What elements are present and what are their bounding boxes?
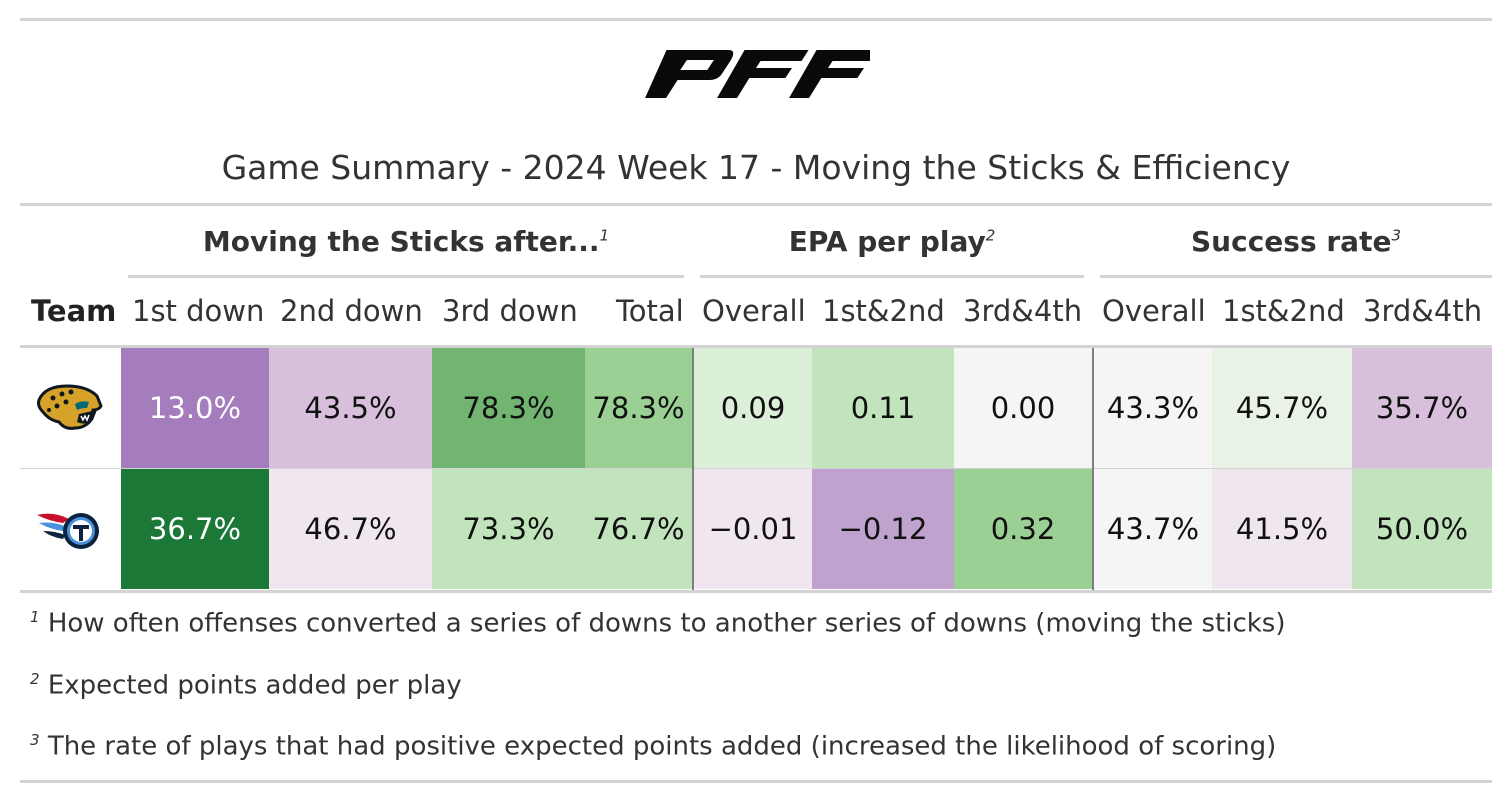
- team-cell: [20, 348, 120, 468]
- column-header: 3rd&4th: [963, 294, 1083, 328]
- column-header: 1st&2nd: [822, 294, 945, 328]
- table-cell: 43.5%: [269, 348, 432, 468]
- spanner-success-rate: Success rate3: [1100, 225, 1492, 258]
- table-title: Game Summary - 2024 Week 17 - Moving the…: [221, 148, 1291, 187]
- titans-logo-icon: [37, 513, 99, 549]
- column-header: Overall: [702, 294, 806, 328]
- footnote-text: The rate of plays that had positive expe…: [47, 731, 1277, 762]
- table-cell: 73.3%: [432, 469, 585, 589]
- column-header: 1st&2nd: [1222, 294, 1345, 328]
- footnote: 1 How often offenses converted a series …: [30, 608, 1285, 639]
- footnote-mark: 2: [985, 226, 996, 245]
- group-separator: [692, 348, 694, 590]
- spanner-moving-sticks: Moving the Sticks after...1: [128, 225, 684, 258]
- footnote-text: Expected points added per play: [47, 670, 462, 701]
- body-bottom-rule: [20, 590, 1492, 593]
- header-rule: [20, 345, 1492, 348]
- footnote-mark: 3: [1391, 226, 1401, 245]
- pff-logo-mark: [645, 50, 881, 98]
- table-cell: 78.3%: [585, 348, 692, 468]
- column-header: 2nd down: [280, 294, 423, 328]
- table-cell: 0.09: [694, 348, 812, 468]
- table-cell: −0.12: [812, 469, 954, 589]
- table-cell: 43.3%: [1094, 348, 1212, 468]
- team-cell: [20, 469, 120, 589]
- title-rule: [20, 203, 1492, 206]
- group-separator: [1092, 348, 1094, 590]
- table-cell: 41.5%: [1212, 469, 1352, 589]
- footnote-mark: 1: [30, 608, 40, 626]
- table-cell: −0.01: [694, 469, 812, 589]
- footnote: 2 Expected points added per play: [30, 670, 462, 701]
- column-header-team: Team: [31, 294, 117, 328]
- footnote-mark: 2: [30, 670, 40, 688]
- column-header: Total: [616, 294, 684, 328]
- jaguars-logo-icon: [37, 384, 103, 430]
- column-header: 3rd down: [442, 294, 578, 328]
- table-cell: 46.7%: [269, 469, 432, 589]
- table-cell: 35.7%: [1352, 348, 1492, 468]
- table-cell: 36.7%: [121, 469, 269, 589]
- table-cell: 43.7%: [1094, 469, 1212, 589]
- footnote: 3 The rate of plays that had positive ex…: [30, 731, 1276, 762]
- spanner-label: Success rate: [1191, 225, 1392, 258]
- spanner-epa: EPA per play2: [700, 225, 1084, 258]
- footnote-mark: 1: [599, 226, 610, 245]
- pff-logo: [640, 46, 881, 102]
- table-cell: 0.11: [812, 348, 954, 468]
- table-cell: 13.0%: [121, 348, 269, 468]
- column-header: 3rd&4th: [1363, 294, 1483, 328]
- spanner-underline: [128, 275, 684, 278]
- top-rule: [20, 18, 1492, 21]
- spanner-underline: [700, 275, 1084, 278]
- table-cell: 0.00: [954, 348, 1092, 468]
- spanner-underline: [1100, 275, 1492, 278]
- spanner-label: EPA per play: [788, 225, 986, 258]
- table-cell: 76.7%: [585, 469, 692, 589]
- column-header: Overall: [1102, 294, 1206, 328]
- footnote-mark: 3: [30, 731, 40, 749]
- table-cell: 50.0%: [1352, 469, 1492, 589]
- footnote-text: How often offenses converted a series of…: [47, 608, 1286, 639]
- row-separator: [20, 468, 1492, 469]
- bottom-rule: [20, 780, 1492, 783]
- table-cell: 0.32: [954, 469, 1092, 589]
- spanner-label: Moving the Sticks after...: [202, 225, 600, 258]
- table-cell: 45.7%: [1212, 348, 1352, 468]
- table-cell: 78.3%: [432, 348, 585, 468]
- column-header: 1st down: [132, 294, 265, 328]
